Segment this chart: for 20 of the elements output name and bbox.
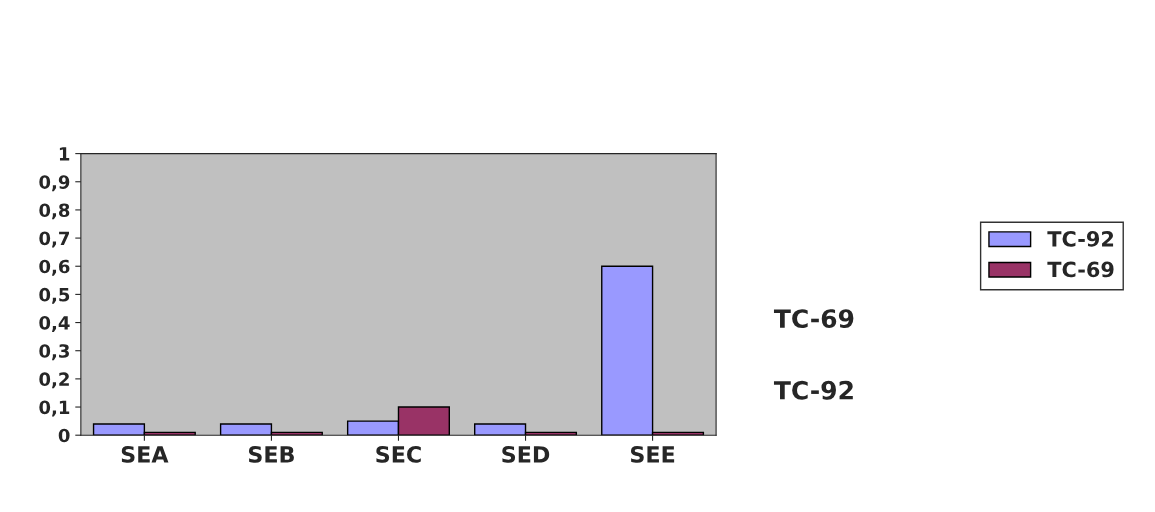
y-tick-label: 0,4 (39, 316, 70, 332)
y-tick-label: 1 (59, 147, 70, 161)
text: TC-69 (773, 309, 854, 329)
legend-label: TC-92 (1047, 231, 1114, 247)
x-tick-label: SEC (376, 446, 421, 463)
legend-label: TC-69 (1047, 261, 1114, 278)
y-tick-label: 0,8 (39, 203, 70, 220)
x-tick-label: SEE (630, 446, 675, 463)
x-tick-label: SED (502, 446, 550, 463)
y-tick-label: 0,6 (39, 259, 70, 276)
y-tick-label: 0 (58, 428, 70, 443)
y-tick-label: 0,9 (39, 175, 70, 192)
x-tick-label: SEA (121, 446, 169, 463)
text: TC-92 (773, 380, 853, 400)
y-tick-label: 0,7 (39, 231, 69, 248)
y-tick-label: 0,5 (39, 287, 70, 304)
y-tick-label: 0,1 (39, 400, 70, 417)
y-tick-label: 0,2 (39, 372, 69, 389)
x-tick-label: SEB (248, 446, 294, 463)
y-tick-label: 0,3 (39, 344, 69, 361)
